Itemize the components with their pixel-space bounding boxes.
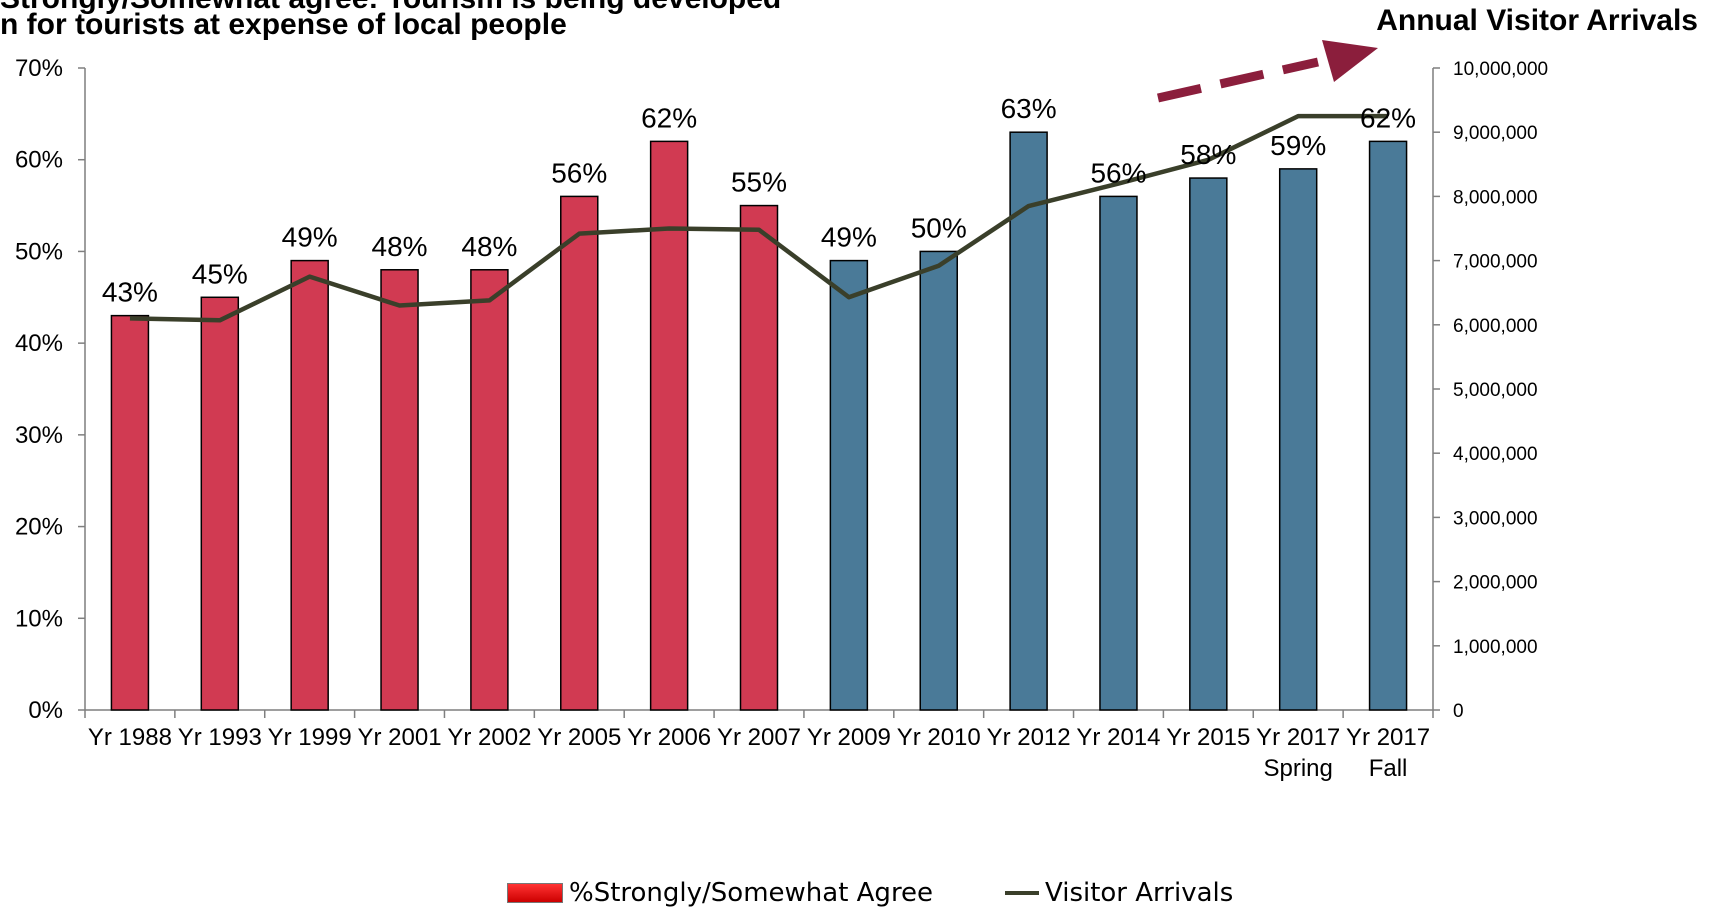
x-axis-tick-label: Yr 2012: [987, 724, 1071, 751]
left-axis-tick-label: 40%: [15, 330, 63, 357]
legend: %Strongly/Somewhat Agree Visitor Arrival…: [0, 878, 1716, 910]
right-axis-tick-label: 0: [1453, 701, 1464, 722]
bar-data-label: 49%: [282, 222, 338, 253]
x-axis-tick-label: Yr 2009: [807, 724, 891, 751]
x-axis-tick-label: Yr 1999: [268, 724, 352, 751]
x-axis-tick-label: Yr 2006: [627, 724, 711, 751]
bar: [381, 270, 418, 710]
trend-arrow-head: [1322, 40, 1378, 82]
bar: [1100, 196, 1137, 710]
plot-area: 0% 10% 20% 30% 40% 50% 60% 70% 0 1,000,000 2,000,0…: [0, 0, 1716, 870]
bar-data-label: 45%: [192, 258, 248, 289]
left-axis-tick-label: 70%: [15, 55, 63, 82]
legend-line-swatch: [1005, 891, 1039, 895]
bar-data-label: 50%: [911, 212, 967, 243]
bar-data-label: 63%: [1001, 93, 1057, 124]
bar: [1280, 169, 1317, 710]
x-axis-tick-label: Yr 2001: [358, 724, 442, 751]
x-axis-tick-label: Yr 2017: [1256, 724, 1340, 751]
legend-bar-label: %Strongly/Somewhat Agree: [569, 878, 933, 908]
x-axis-tick-label: Yr 2015: [1166, 724, 1250, 751]
right-axis-tick-label: 1,000,000: [1453, 637, 1538, 658]
right-axis-tick-label: 6,000,000: [1453, 316, 1538, 337]
x-axis-tick-label: Spring: [1264, 755, 1333, 782]
bar: [1010, 132, 1047, 710]
bar-data-label: 48%: [461, 231, 517, 262]
right-axis-tick-label: 2,000,000: [1453, 573, 1538, 594]
bar-data-label: 43%: [102, 277, 158, 308]
right-axis-tick-label: 8,000,000: [1453, 187, 1538, 208]
bar-data-label: 48%: [372, 231, 428, 262]
left-axis-tick-label: 0%: [28, 697, 63, 724]
left-axis-tick-label: 10%: [15, 605, 63, 632]
bar: [1370, 141, 1407, 710]
legend-item-bars: %Strongly/Somewhat Agree: [507, 878, 933, 908]
right-axis-tick-label: 7,000,000: [1453, 252, 1538, 273]
bar-data-label: 62%: [641, 102, 697, 133]
bar-data-label: 62%: [1360, 102, 1416, 133]
bar: [1190, 178, 1227, 710]
x-axis-tick-label: Fall: [1369, 755, 1408, 782]
legend-line-label: Visitor Arrivals: [1045, 878, 1233, 908]
bar: [561, 196, 598, 710]
left-axis-tick-label: 20%: [15, 514, 63, 541]
right-axis-tick-label: 3,000,000: [1453, 508, 1538, 529]
right-axis-tick-label: 4,000,000: [1453, 444, 1538, 465]
bar: [920, 251, 957, 710]
x-axis-tick-label: Yr 2010: [897, 724, 981, 751]
right-axis-tick-label: 10,000,000: [1453, 59, 1548, 80]
x-axis-tick-label: Yr 2002: [447, 724, 531, 751]
left-axis-tick-label: 30%: [15, 422, 63, 449]
x-axis-tick-label: Yr 1993: [178, 724, 262, 751]
x-axis-tick-label: Yr 2005: [537, 724, 621, 751]
bar: [830, 261, 867, 710]
bar-data-label: 59%: [1270, 130, 1326, 161]
x-axis-tick-label: Yr 1988: [88, 724, 172, 751]
bar: [471, 270, 508, 710]
bar-data-label: 49%: [821, 222, 877, 253]
left-axis-tick-label: 60%: [15, 147, 63, 174]
bar-data-label: 56%: [551, 157, 607, 188]
bar: [291, 261, 328, 710]
legend-bar-swatch: [507, 883, 563, 903]
right-axis-tick-label: 9,000,000: [1453, 123, 1538, 144]
bar: [201, 297, 238, 710]
x-axis-tick-label: Yr 2007: [717, 724, 801, 751]
bar-data-label: 55%: [731, 167, 787, 198]
legend-item-line: Visitor Arrivals: [1005, 878, 1233, 908]
bar: [741, 206, 778, 710]
right-axis-tick-label: 5,000,000: [1453, 380, 1538, 401]
bar-data-label: 56%: [1090, 157, 1146, 188]
trend-arrow-shaft: [1158, 62, 1318, 98]
x-axis-tick-label: Yr 2017: [1346, 724, 1430, 751]
left-axis-tick-label: 50%: [15, 238, 63, 265]
bar: [111, 316, 148, 710]
x-axis-tick-label: Yr 2014: [1076, 724, 1160, 751]
bar-data-label: 58%: [1180, 139, 1236, 170]
